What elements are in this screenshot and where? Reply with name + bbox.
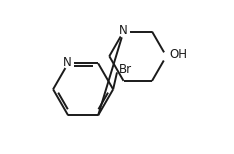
Text: N: N	[119, 24, 128, 37]
Text: Br: Br	[119, 63, 132, 76]
Text: N: N	[63, 56, 72, 69]
Text: OH: OH	[170, 48, 188, 61]
